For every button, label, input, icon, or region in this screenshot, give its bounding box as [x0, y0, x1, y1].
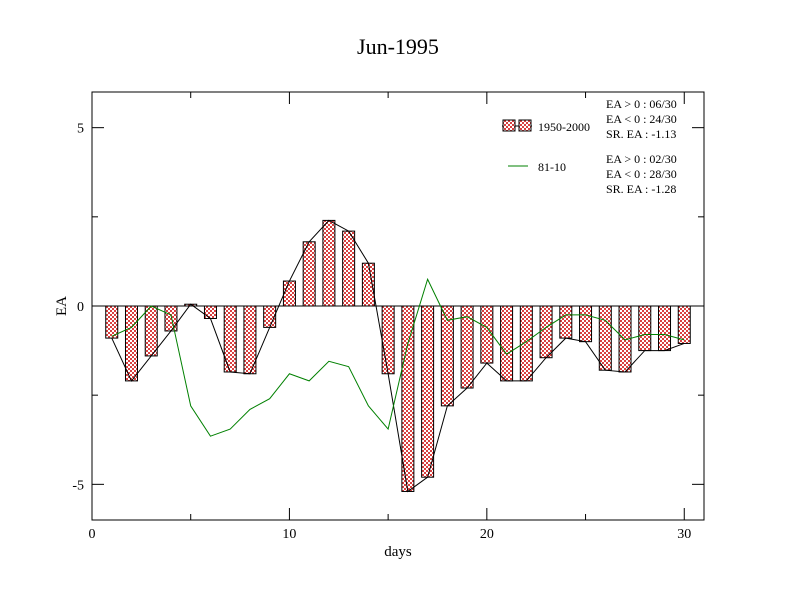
- bar-day-15: [381, 305, 395, 375]
- plot-area: [92, 219, 704, 493]
- series-line-81-10: [111, 277, 685, 437]
- bar-day-7: [223, 305, 237, 373]
- x-tick-label: 20: [480, 527, 494, 542]
- bar-day-23: [539, 305, 553, 359]
- bar-day-29: [658, 305, 672, 352]
- bar-day-21: [500, 305, 514, 382]
- bar-day-26: [598, 305, 612, 371]
- chart-title: Jun-1995: [357, 34, 439, 59]
- bar-day-11: [302, 241, 316, 307]
- legend-stat-1950-2000: EA < 0 : 24/30: [606, 112, 677, 126]
- bar-day-28: [638, 305, 652, 352]
- bar-day-2: [124, 305, 138, 382]
- legend-stat-81-10: EA > 0 : 02/30: [606, 152, 677, 166]
- bar-day-1: [105, 305, 119, 339]
- bar-day-12: [322, 219, 336, 307]
- series-line-1950-2000: [111, 219, 685, 493]
- legend-label-1950-2000: 1950-2000: [538, 120, 590, 134]
- legend-stat-1950-2000: SR. EA : -1.13: [606, 127, 676, 141]
- axes: 0 10 20 30 5 0 -5: [72, 91, 705, 542]
- bar-day-10: [282, 280, 296, 307]
- legend-stat-81-10: EA < 0 : 28/30: [606, 167, 677, 181]
- y-tick-label: -5: [72, 478, 84, 493]
- x-tick-label: 0: [89, 527, 96, 542]
- legend-swatch-1950-2000-b: [518, 119, 532, 132]
- bar-day-25: [579, 305, 593, 343]
- bar-day-4: [164, 305, 178, 332]
- y-tick-label: 0: [77, 300, 84, 315]
- y-tick-label: 5: [77, 122, 84, 137]
- legend-label-81-10: 81-10: [538, 160, 566, 174]
- legend-swatch-1950-2000: [502, 119, 516, 132]
- bar-day-18: [440, 305, 454, 407]
- x-tick-label: 10: [282, 527, 296, 542]
- bar-day-24: [559, 305, 573, 339]
- bar-day-22: [519, 305, 533, 382]
- bar-day-30: [677, 305, 691, 344]
- bar-day-3: [144, 305, 158, 357]
- legend-stat-1950-2000: EA > 0 : 06/30: [606, 97, 677, 111]
- bar-day-20: [480, 305, 494, 364]
- bar-day-19: [460, 305, 474, 389]
- bar-day-17: [421, 305, 435, 478]
- y-axis-label: EA: [54, 296, 70, 316]
- bar-day-13: [342, 230, 356, 307]
- x-axis-label: days: [384, 544, 412, 560]
- x-tick-label: 30: [677, 527, 691, 542]
- bar-day-6: [203, 305, 217, 319]
- legend-stat-81-10: SR. EA : -1.28: [606, 182, 676, 196]
